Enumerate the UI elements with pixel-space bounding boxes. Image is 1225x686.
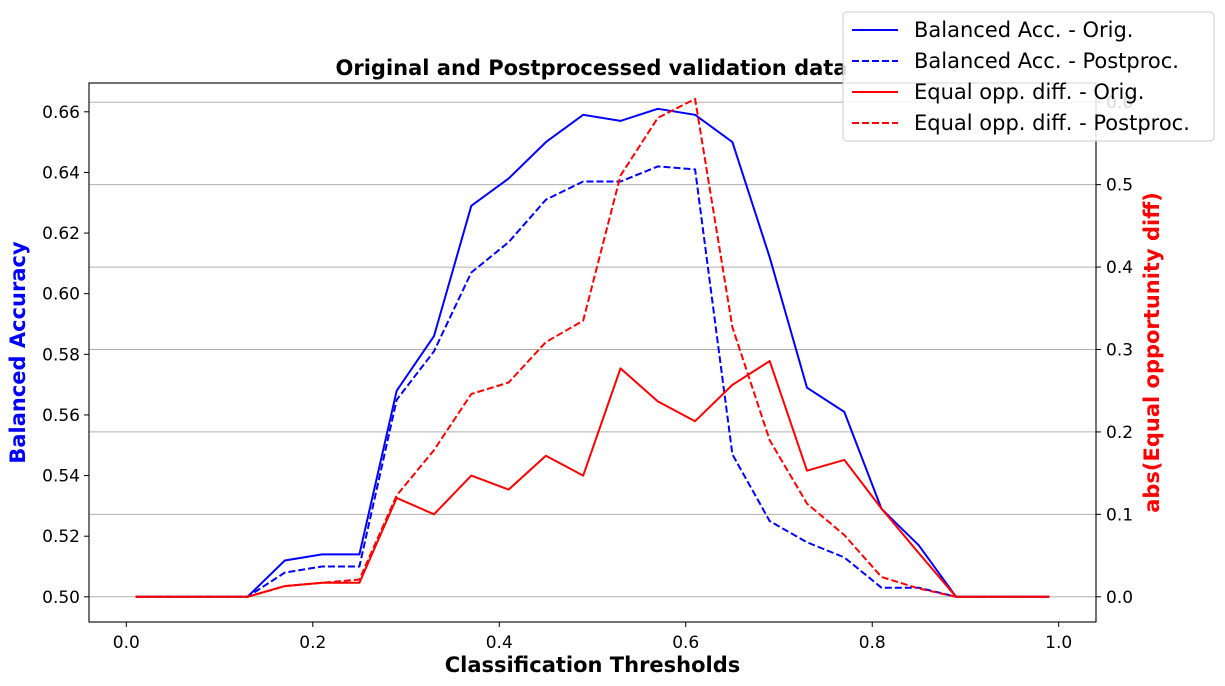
series-line-3 [135, 97, 1050, 598]
y-tick-label-left: 0.56 [42, 406, 80, 426]
y-tick-label-left: 0.62 [42, 224, 80, 244]
y-tick-label-right: 0.0 [1106, 588, 1133, 608]
x-tick-label: 0.4 [486, 633, 513, 653]
grid-layer [89, 101, 1096, 598]
y-tick-label-right: 0.3 [1106, 340, 1133, 360]
y-tick-label-left: 0.52 [42, 527, 80, 547]
x-tick-label: 0.0 [113, 633, 140, 653]
y-tick-label-right: 0.5 [1106, 176, 1133, 196]
y-tick-label-right: 0.4 [1106, 258, 1133, 278]
series-line-2 [135, 360, 1050, 598]
y-tick-label-left: 0.64 [42, 163, 80, 183]
y-tick-label-right: 0.2 [1106, 423, 1133, 443]
legend-label-1: Balanced Acc. - Postproc. [914, 49, 1179, 73]
legend-label-0: Balanced Acc. - Orig. [914, 18, 1133, 42]
y-axis-label-right: abs(Equal opportunity diff) [1140, 192, 1164, 513]
legend-label-3: Equal opp. diff. - Postproc. [914, 111, 1190, 135]
x-tick-label: 1.0 [1045, 633, 1072, 653]
legend-label-2: Equal opp. diff. - Orig. [914, 80, 1144, 104]
series-layer [135, 97, 1050, 598]
plot-frame [88, 82, 1097, 623]
series-line-1 [135, 165, 1050, 598]
y-tick-label-left: 0.54 [42, 467, 80, 487]
x-tick-label: 0.2 [299, 633, 326, 653]
y-tick-label-left: 0.66 [42, 103, 80, 123]
series-line-0 [135, 107, 1050, 598]
y-tick-label-left: 0.58 [42, 345, 80, 365]
legend: Balanced Acc. - Orig. Balanced Acc. - Pos… [842, 11, 1215, 142]
y-tick-label-left: 0.60 [42, 285, 80, 305]
x-tick-label: 0.8 [859, 633, 886, 653]
y-tick-label-left: 0.50 [42, 588, 80, 608]
y-axis-label-left: Balanced Accuracy [6, 241, 30, 464]
legend-box [842, 11, 1215, 142]
x-axis-label: Classification Thresholds [445, 653, 741, 677]
ticks-layer: 0.0 0.2 0.4 0.6 0.8 1.0 0.50 0.52 0.54 0.56 0.58 0.… [42, 93, 1133, 653]
y-tick-label-right: 0.1 [1106, 505, 1133, 525]
x-tick-label: 0.6 [672, 633, 699, 653]
chart-title: Original and Postprocessed validation da… [336, 56, 848, 80]
